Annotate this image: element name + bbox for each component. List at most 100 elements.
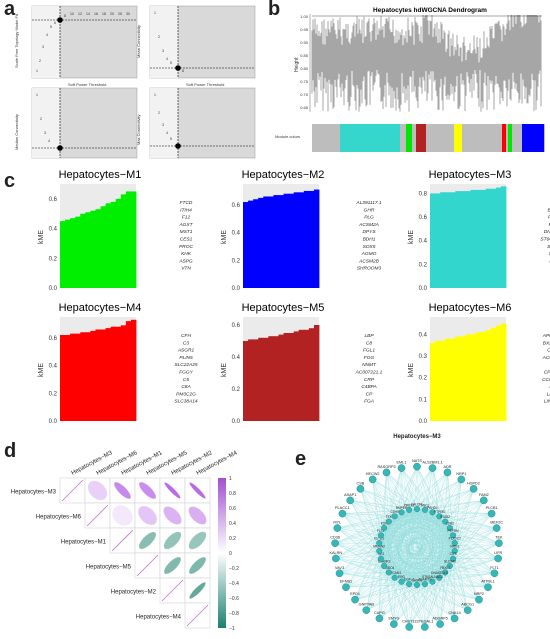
kme-gene-label: CRP	[364, 377, 375, 383]
kme-bar	[125, 191, 132, 288]
dend-ytick: 1.00	[300, 14, 309, 19]
network-node-label: LDB2	[446, 522, 454, 526]
corr-colorbar-tick: −0.6	[229, 596, 239, 602]
plot1-xlabel: Soft Power Threshold	[68, 82, 106, 87]
network-node	[390, 620, 398, 628]
corr-ellipse	[137, 505, 158, 526]
kme-gene-label: DNASE1L3	[544, 229, 550, 235]
kme-gene-label: ASGR1	[177, 348, 195, 354]
network-node-label: BMPER	[396, 506, 408, 510]
network-node-label: DNASE1L3	[431, 571, 448, 575]
network-node-label: CD36	[330, 536, 340, 540]
network-node-label: PKHD1	[427, 506, 438, 510]
corr-ellipse	[113, 481, 132, 500]
kme-bar	[100, 329, 106, 421]
kme-bar	[258, 197, 264, 288]
kme-gene-label: PLG	[364, 215, 374, 221]
kme-gene-label: CFH	[181, 333, 191, 339]
kme-ytick: 0.0	[49, 419, 58, 425]
corr-row-label: Hepatocytes−M1	[61, 540, 107, 546]
kme-ytick: 0.2	[419, 376, 428, 382]
kme-ylabel: kME	[221, 363, 228, 377]
kme-gene-label: LBP	[364, 333, 374, 339]
kme-gene-label: AGXT	[178, 222, 193, 228]
kme-chart-6: Hepatocytes−M6 0.4 0.3 0.2 0.1 0.0 kME AP002026…	[408, 302, 550, 425]
kme-bar	[495, 187, 502, 288]
kme-bar	[430, 343, 436, 421]
kme-bar	[60, 221, 66, 288]
kme-gene-label: CP	[366, 391, 373, 397]
kme-gene-label: AC068631.1	[542, 355, 550, 361]
network-node	[356, 485, 365, 493]
kme-bar	[248, 200, 254, 288]
kme-ytick: 0.6	[49, 336, 58, 342]
kme-bar	[125, 321, 132, 421]
network-node	[475, 595, 483, 604]
kme-bar	[278, 195, 284, 288]
svg-text:5: 5	[170, 61, 172, 65]
network-node	[397, 464, 406, 472]
network-node-label: PREX2	[404, 503, 415, 507]
corr-ellipse	[189, 582, 206, 599]
kme-bar	[243, 202, 249, 288]
corr-colorbar-tick: −1	[229, 626, 235, 632]
svg-text:2: 2	[158, 35, 160, 39]
network-node	[494, 554, 502, 563]
kme-bar	[450, 338, 456, 421]
network-node	[450, 532, 457, 539]
kme-bar	[298, 192, 305, 288]
kme-chart-2: Hepatocytes−M2 0.6 0.4 0.2 0.0 kME AL391117.1G…	[221, 169, 382, 292]
kme-bar	[268, 196, 274, 288]
network-node	[492, 524, 501, 532]
network-node	[428, 464, 437, 472]
network-node	[335, 569, 344, 578]
kme-bar	[263, 337, 269, 421]
svg-text:5: 5	[50, 25, 52, 29]
kme-gene-label: PM3C2G	[176, 391, 196, 397]
network-node-label: FLT4	[377, 529, 384, 533]
kme-gene-label: VTN	[181, 266, 191, 272]
kme-gene-label: DPYS	[362, 229, 376, 235]
kme-bar	[435, 340, 441, 421]
corr-row-label: Hepatocytes−M5	[86, 565, 132, 571]
network-node-label: EFNB1	[340, 580, 352, 584]
network-node-label: GNPTAB	[359, 603, 375, 607]
dend-ytick: 0.70	[300, 92, 309, 97]
panel-a-label: a	[4, 0, 16, 20]
network-node-label: LIFR	[494, 551, 502, 555]
kme-bar	[460, 336, 466, 421]
kme-gene-label: PROC	[179, 244, 193, 250]
corr-ellipse	[163, 556, 182, 575]
kme-gene-label: FGA	[364, 399, 374, 405]
kme-bar	[248, 339, 254, 421]
kme-gene-label: F12	[182, 215, 191, 221]
kme-ytick: 0.1	[419, 397, 428, 403]
kme-bar	[95, 329, 101, 421]
kme-bar	[85, 212, 91, 288]
network-node-label: ERG	[398, 575, 405, 579]
kme-ytick: 0.2	[232, 258, 241, 264]
kme-chart-4: Hepatocytes−M40.60.40.20.0kMECFHC3ASGR1P…	[38, 302, 198, 425]
kme-ytick: 0.6	[419, 215, 428, 221]
kme-gene-label: BMPER	[547, 207, 550, 213]
kme-bar	[268, 336, 274, 421]
kme-bar	[308, 328, 315, 421]
kme-gene-label: ITIH4	[180, 207, 192, 213]
network-node	[487, 509, 496, 518]
network-node	[375, 614, 384, 623]
network-node-label: SHANK3	[378, 560, 391, 564]
kme-gene-label: C3	[183, 340, 189, 346]
kme-bar	[60, 335, 66, 421]
network-node	[436, 513, 443, 520]
network-node	[451, 547, 458, 554]
network-node	[443, 468, 452, 477]
network-edges	[335, 466, 499, 628]
kme-bar	[450, 192, 456, 288]
network-node	[495, 539, 503, 547]
network-node-label: SNC1	[421, 503, 430, 507]
corr-row-label: Hepatocytes−M4	[136, 615, 182, 621]
kme-ytick: 0.6	[232, 203, 241, 209]
panel-b-label: b	[268, 0, 281, 20]
